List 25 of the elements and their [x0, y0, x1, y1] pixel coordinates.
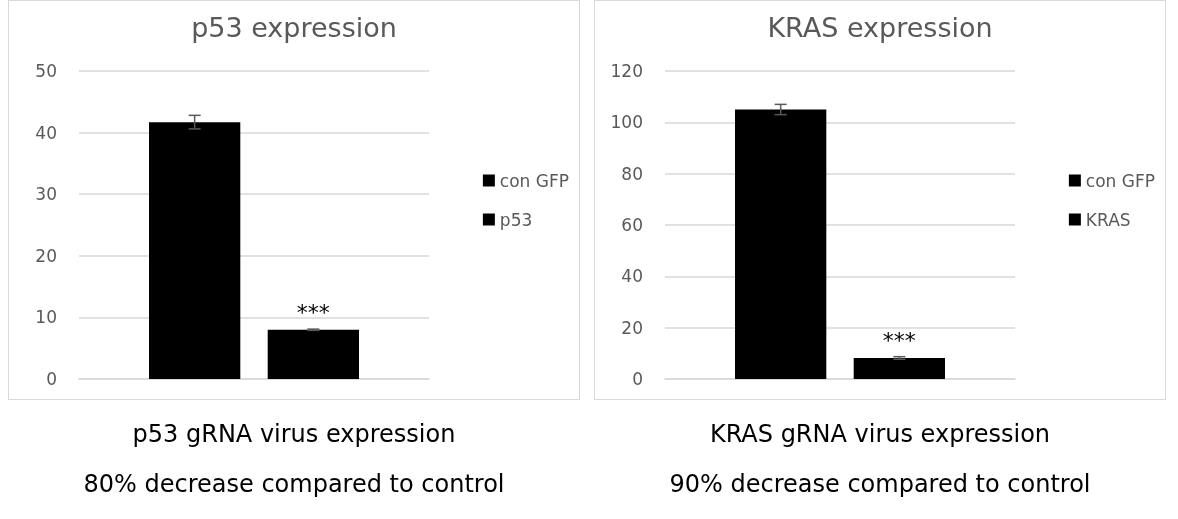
legend-label: p53 — [499, 209, 533, 230]
text: 90% decrease compared to control — [669, 470, 1091, 498]
y-tick-label: 20 — [621, 317, 643, 338]
y-tick-label: 120 — [610, 61, 643, 81]
y-tick-label: 80 — [621, 163, 643, 184]
text: KRAS gRNA virus expression — [709, 420, 1051, 448]
y-tick-label: 0 — [632, 369, 643, 389]
y-tick-label: 60 — [621, 215, 643, 235]
text: p53 gRNA virus expression — [132, 420, 456, 448]
y-tick-label: 30 — [35, 184, 57, 205]
y-tick-label: 50 — [35, 61, 57, 81]
chart-title: p53 expression — [191, 12, 397, 43]
y-tick-label: 100 — [610, 112, 643, 133]
y-tick-label: 20 — [35, 245, 57, 266]
text: 80% decrease compared to control — [83, 470, 505, 498]
legend-label: con GFP — [499, 170, 570, 191]
y-tick-label: 10 — [35, 307, 57, 328]
annotation: *** — [882, 328, 916, 354]
annotation: *** — [296, 300, 330, 326]
y-tick-label: 40 — [35, 122, 57, 143]
y-tick-label: 40 — [621, 266, 643, 287]
chart-title: KRAS expression — [767, 12, 993, 43]
legend-label: con GFP — [1085, 170, 1156, 191]
y-tick-label: 0 — [46, 369, 57, 389]
legend-label: KRAS — [1085, 209, 1131, 230]
